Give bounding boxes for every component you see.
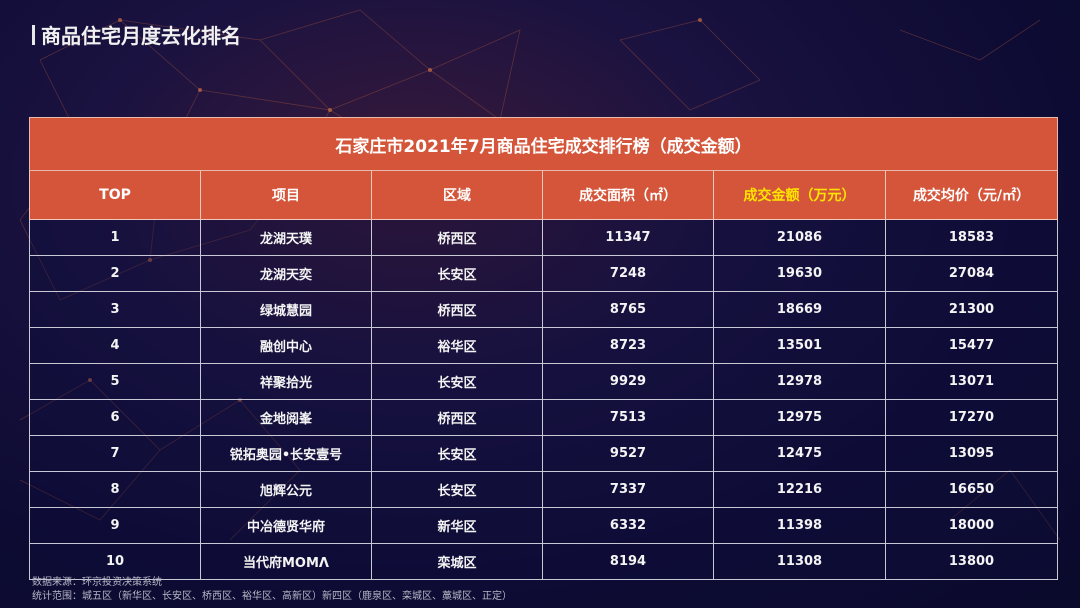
- cell-project: 祥聚拾光: [200, 363, 372, 400]
- cell-amount: 13501: [713, 327, 886, 364]
- table-row: 7 锐拓奥园•长安壹号 长安区 9527 12475 13095: [29, 435, 1058, 472]
- cell-project: 融创中心: [200, 327, 372, 364]
- cell-avg-price: 18583: [885, 219, 1058, 256]
- cell-avg-price: 15477: [885, 327, 1058, 364]
- cell-district: 桥西区: [371, 219, 543, 256]
- stat-scope-note: 统计范围：城五区（新华区、长安区、桥西区、裕华区、高新区）新四区（鹿泉区、栾城区…: [32, 591, 512, 602]
- table-row: 9 中冶德贤华府 新华区 6332 11398 18000: [29, 507, 1058, 544]
- cell-amount: 12975: [713, 399, 886, 436]
- table-caption: 石家庄市2021年7月商品住宅成交排行榜（成交金额）: [29, 117, 1058, 171]
- cell-project: 龙湖天璞: [200, 219, 372, 256]
- cell-district: 栾城区: [371, 543, 543, 580]
- cell-project: 金地阅峯: [200, 399, 372, 436]
- cell-area: 9929: [542, 363, 714, 400]
- cell-rank: 7: [29, 435, 201, 472]
- cell-amount: 11308: [713, 543, 886, 580]
- title-accent-bar: [32, 24, 35, 45]
- table-row: 4 融创中心 裕华区 8723 13501 15477: [29, 327, 1058, 364]
- cell-rank: 1: [29, 219, 201, 256]
- cell-area: 8194: [542, 543, 714, 580]
- cell-project: 绿城慧园: [200, 291, 372, 328]
- cell-amount: 18669: [713, 291, 886, 328]
- table-row: 1 龙湖天璞 桥西区 11347 21086 18583: [29, 219, 1058, 256]
- cell-area: 7248: [542, 255, 714, 292]
- cell-avg-price: 17270: [885, 399, 1058, 436]
- cell-amount: 12475: [713, 435, 886, 472]
- table-header-row: TOP 项目 区域 成交面积（㎡） 成交金额（万元） 成交均价（元/㎡）: [29, 170, 1058, 220]
- cell-area: 6332: [542, 507, 714, 544]
- cell-rank: 9: [29, 507, 201, 544]
- cell-rank: 4: [29, 327, 201, 364]
- header-project: 项目: [200, 170, 372, 220]
- cell-area: 8765: [542, 291, 714, 328]
- cell-avg-price: 13095: [885, 435, 1058, 472]
- cell-area: 7513: [542, 399, 714, 436]
- cell-district: 桥西区: [371, 291, 543, 328]
- cell-district: 新华区: [371, 507, 543, 544]
- cell-area: 8723: [542, 327, 714, 364]
- cell-rank: 8: [29, 471, 201, 508]
- cell-district: 长安区: [371, 255, 543, 292]
- cell-area: 11347: [542, 219, 714, 256]
- data-source-note: 数据来源：环京投资决策系统: [32, 577, 162, 588]
- page-title-text: 商品住宅月度去化排名: [41, 24, 241, 48]
- cell-avg-price: 13800: [885, 543, 1058, 580]
- table-row: 10 当代府MOMΛ 栾城区 8194 11308 13800: [29, 543, 1058, 580]
- cell-amount: 12216: [713, 471, 886, 508]
- table-row: 8 旭辉公元 长安区 7337 12216 16650: [29, 471, 1058, 508]
- cell-project: 中冶德贤华府: [200, 507, 372, 544]
- table-row: 3 绿城慧园 桥西区 8765 18669 21300: [29, 291, 1058, 328]
- cell-amount: 12978: [713, 363, 886, 400]
- table-row: 6 金地阅峯 桥西区 7513 12975 17270: [29, 399, 1058, 436]
- cell-district: 裕华区: [371, 327, 543, 364]
- cell-avg-price: 13071: [885, 363, 1058, 400]
- footer-notes: 数据来源：环京投资决策系统 统计范围：城五区（新华区、长安区、桥西区、裕华区、高…: [32, 576, 512, 604]
- cell-project: 旭辉公元: [200, 471, 372, 508]
- cell-project: 锐拓奥园•长安壹号: [200, 435, 372, 472]
- cell-rank: 6: [29, 399, 201, 436]
- cell-rank: 3: [29, 291, 201, 328]
- cell-rank: 5: [29, 363, 201, 400]
- table-row: 2 龙湖天奕 长安区 7248 19630 27084: [29, 255, 1058, 292]
- cell-district: 桥西区: [371, 399, 543, 436]
- cell-district: 长安区: [371, 435, 543, 472]
- cell-avg-price: 27084: [885, 255, 1058, 292]
- page-title: 商品住宅月度去化排名: [32, 20, 241, 49]
- header-area: 成交面积（㎡）: [542, 170, 714, 220]
- header-amount: 成交金额（万元）: [713, 170, 886, 220]
- table-caption-row: 石家庄市2021年7月商品住宅成交排行榜（成交金额）: [29, 117, 1058, 171]
- cell-district: 长安区: [371, 471, 543, 508]
- header-district: 区域: [371, 170, 543, 220]
- header-top: TOP: [29, 170, 201, 220]
- cell-rank: 2: [29, 255, 201, 292]
- header-avg-price: 成交均价（元/㎡）: [885, 170, 1058, 220]
- cell-avg-price: 18000: [885, 507, 1058, 544]
- cell-amount: 19630: [713, 255, 886, 292]
- cell-project: 龙湖天奕: [200, 255, 372, 292]
- cell-district: 长安区: [371, 363, 543, 400]
- cell-amount: 21086: [713, 219, 886, 256]
- ranking-table-container: 石家庄市2021年7月商品住宅成交排行榜（成交金额） TOP 项目 区域 成交面…: [29, 117, 1058, 580]
- cell-avg-price: 16650: [885, 471, 1058, 508]
- cell-area: 7337: [542, 471, 714, 508]
- cell-project: 当代府MOMΛ: [200, 543, 372, 580]
- cell-avg-price: 21300: [885, 291, 1058, 328]
- cell-amount: 11398: [713, 507, 886, 544]
- cell-rank: 10: [29, 543, 201, 580]
- cell-area: 9527: [542, 435, 714, 472]
- ranking-table: 石家庄市2021年7月商品住宅成交排行榜（成交金额） TOP 项目 区域 成交面…: [29, 117, 1058, 580]
- table-row: 5 祥聚拾光 长安区 9929 12978 13071: [29, 363, 1058, 400]
